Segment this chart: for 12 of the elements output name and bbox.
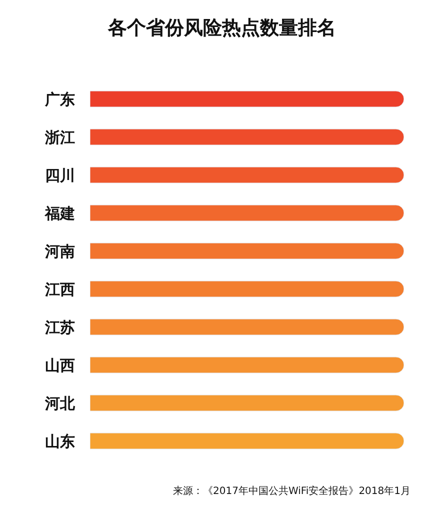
y-tick-label: 江西 — [44, 280, 75, 298]
y-tick-label: 山西 — [45, 356, 75, 374]
y-tick-label: 四川 — [45, 166, 75, 184]
y-tick-label: 山东 — [45, 432, 75, 450]
y-tick-label: 福建 — [44, 204, 75, 222]
y-tick-label: 浙江 — [44, 128, 75, 146]
y-tick-label: 河南 — [44, 242, 75, 260]
y-tick-label: 江苏 — [44, 318, 75, 336]
chart-title: 各个省份风险热点数量排名 — [107, 16, 336, 39]
source-note: 来源：《2017年中国公共WiFi安全报告》2018年1月 — [173, 485, 411, 497]
y-tick-label: 河北 — [44, 394, 76, 412]
y-tick-label: 广东 — [44, 90, 75, 108]
